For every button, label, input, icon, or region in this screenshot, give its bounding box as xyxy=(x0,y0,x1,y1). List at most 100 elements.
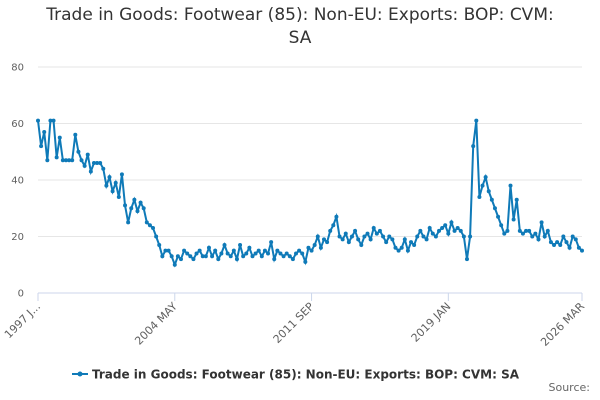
point xyxy=(399,245,404,250)
x-tick-label: 2019 JAN xyxy=(409,300,454,345)
point xyxy=(533,231,538,236)
x-tick-label: 1997 J... xyxy=(2,300,43,341)
point xyxy=(415,234,420,239)
point xyxy=(262,248,267,253)
point xyxy=(219,251,224,256)
point xyxy=(539,220,544,225)
point xyxy=(340,237,345,242)
point xyxy=(45,158,50,163)
x-tick-label: 2004 MAY xyxy=(132,300,180,348)
point xyxy=(321,237,326,242)
point xyxy=(555,240,560,245)
point xyxy=(175,254,180,259)
y-tick-label: 20 xyxy=(11,232,24,243)
source-label: Source: xyxy=(549,381,591,394)
point xyxy=(412,242,417,247)
point xyxy=(359,242,364,247)
point xyxy=(51,118,56,123)
point xyxy=(256,248,261,253)
point xyxy=(98,161,103,166)
point xyxy=(381,234,386,239)
point xyxy=(477,194,482,199)
point xyxy=(259,254,264,259)
point xyxy=(210,254,215,259)
point xyxy=(520,231,525,236)
point xyxy=(297,248,302,253)
point xyxy=(188,254,193,259)
point xyxy=(334,214,339,219)
point xyxy=(203,254,208,259)
chart-title: Trade in Goods: Footwear (85): Non-EU: E… xyxy=(46,5,554,48)
point xyxy=(107,175,112,180)
point xyxy=(250,254,255,259)
point xyxy=(405,248,410,253)
point xyxy=(234,257,239,262)
point xyxy=(496,214,501,219)
series-line xyxy=(37,119,583,268)
point xyxy=(48,118,53,123)
point xyxy=(309,248,314,253)
point xyxy=(464,257,469,262)
point xyxy=(169,254,174,259)
point xyxy=(343,231,348,236)
point xyxy=(269,240,274,245)
point xyxy=(166,248,171,253)
y-tick-label: 60 xyxy=(11,119,24,130)
point xyxy=(79,158,84,163)
point xyxy=(113,180,118,185)
point xyxy=(60,158,65,163)
point xyxy=(443,223,448,228)
point xyxy=(558,242,563,247)
point xyxy=(315,234,320,239)
point xyxy=(527,228,532,233)
point xyxy=(393,245,398,250)
point xyxy=(63,158,68,163)
point xyxy=(573,237,578,242)
point xyxy=(524,228,529,233)
point xyxy=(424,237,429,242)
point xyxy=(278,251,283,256)
point xyxy=(452,228,457,233)
point xyxy=(222,242,227,247)
point xyxy=(390,237,395,242)
point xyxy=(328,228,333,233)
y-tick-label: 40 xyxy=(11,176,24,187)
point xyxy=(36,118,40,123)
y-tick-label: 80 xyxy=(11,63,24,74)
point xyxy=(502,231,507,236)
point xyxy=(132,197,137,202)
x-tick-label: 2026 MAR xyxy=(538,300,587,349)
point xyxy=(281,254,286,259)
point xyxy=(437,228,442,233)
point xyxy=(421,234,426,239)
point xyxy=(116,194,121,199)
point xyxy=(157,242,162,247)
point xyxy=(42,129,47,134)
point xyxy=(129,206,134,211)
point xyxy=(349,234,354,239)
point xyxy=(141,206,146,211)
point xyxy=(402,237,407,242)
point xyxy=(91,161,96,166)
point xyxy=(318,245,323,250)
point xyxy=(552,242,557,247)
point xyxy=(88,169,93,174)
point xyxy=(371,226,376,231)
point xyxy=(331,223,336,228)
point xyxy=(374,231,379,236)
point xyxy=(294,251,299,256)
point xyxy=(241,254,246,259)
point xyxy=(119,172,124,177)
point xyxy=(471,144,476,149)
point xyxy=(70,158,75,163)
point xyxy=(182,248,187,253)
point xyxy=(325,240,330,245)
point xyxy=(396,248,401,253)
point xyxy=(430,231,435,236)
point xyxy=(147,223,152,228)
point xyxy=(54,155,59,160)
point xyxy=(483,175,488,180)
point xyxy=(433,234,438,239)
